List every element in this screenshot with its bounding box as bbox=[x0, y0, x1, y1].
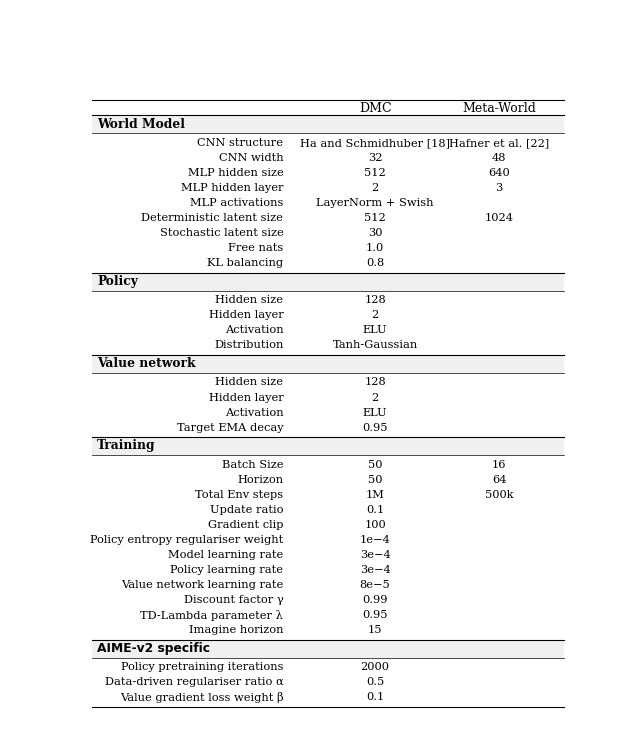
Text: 16: 16 bbox=[492, 460, 506, 469]
Text: 0.1: 0.1 bbox=[366, 505, 384, 515]
Text: Imagine horizon: Imagine horizon bbox=[189, 626, 284, 635]
Bar bbox=[92, 639, 564, 658]
Text: DMC: DMC bbox=[359, 101, 392, 115]
Text: Hidden layer: Hidden layer bbox=[209, 310, 284, 320]
Text: 2: 2 bbox=[371, 393, 379, 402]
Text: Model learning rate: Model learning rate bbox=[168, 550, 284, 560]
Text: Stochastic latent size: Stochastic latent size bbox=[159, 228, 284, 238]
Text: 100: 100 bbox=[364, 520, 386, 530]
Text: Value gradient loss weight β: Value gradient loss weight β bbox=[120, 692, 284, 703]
Text: 1.0: 1.0 bbox=[366, 243, 384, 253]
Text: Ha and Schmidhuber [18]: Ha and Schmidhuber [18] bbox=[300, 138, 450, 147]
Text: 640: 640 bbox=[488, 168, 510, 178]
Text: Policy entropy regulariser weight: Policy entropy regulariser weight bbox=[90, 535, 284, 545]
Text: Activation: Activation bbox=[225, 407, 284, 418]
Text: Discount factor γ: Discount factor γ bbox=[184, 595, 284, 605]
Text: Hidden size: Hidden size bbox=[215, 377, 284, 388]
Text: 0.8: 0.8 bbox=[366, 258, 384, 269]
Text: 2000: 2000 bbox=[360, 662, 390, 672]
Text: Tanh-Gaussian: Tanh-Gaussian bbox=[333, 340, 418, 350]
Text: TD-Lambda parameter λ: TD-Lambda parameter λ bbox=[141, 610, 284, 620]
Text: 48: 48 bbox=[492, 153, 506, 163]
Text: 0.1: 0.1 bbox=[366, 693, 384, 702]
Text: 30: 30 bbox=[368, 228, 382, 238]
Text: 3e−4: 3e−4 bbox=[360, 565, 390, 575]
Text: 128: 128 bbox=[364, 296, 386, 305]
Text: 2: 2 bbox=[371, 310, 379, 320]
Text: 512: 512 bbox=[364, 168, 386, 178]
Text: 32: 32 bbox=[368, 153, 382, 163]
Text: ELU: ELU bbox=[363, 407, 387, 418]
Text: 512: 512 bbox=[364, 213, 386, 223]
Text: 8e−5: 8e−5 bbox=[360, 580, 390, 590]
Text: ELU: ELU bbox=[363, 326, 387, 335]
Text: LayerNorm + Swish: LayerNorm + Swish bbox=[316, 198, 434, 208]
Text: Value network: Value network bbox=[97, 357, 196, 370]
Text: CNN width: CNN width bbox=[219, 153, 284, 163]
Bar bbox=[92, 272, 564, 291]
Text: Hidden layer: Hidden layer bbox=[209, 393, 284, 402]
Text: Total Env steps: Total Env steps bbox=[195, 490, 284, 500]
Text: Batch Size: Batch Size bbox=[222, 460, 284, 469]
Text: Target EMA decay: Target EMA decay bbox=[177, 423, 284, 433]
Text: Gradient clip: Gradient clip bbox=[208, 520, 284, 530]
Text: 1024: 1024 bbox=[484, 213, 514, 223]
Text: Horizon: Horizon bbox=[237, 474, 284, 485]
Bar bbox=[92, 437, 564, 455]
Text: 1e−4: 1e−4 bbox=[360, 535, 390, 545]
Text: KL balancing: KL balancing bbox=[207, 258, 284, 269]
Bar bbox=[92, 115, 564, 133]
Text: 1M: 1M bbox=[365, 490, 385, 500]
Text: Deterministic latent size: Deterministic latent size bbox=[141, 213, 284, 223]
Text: 3e−4: 3e−4 bbox=[360, 550, 390, 560]
Text: 50: 50 bbox=[368, 460, 382, 469]
Text: World Model: World Model bbox=[97, 118, 186, 131]
Text: MLP hidden layer: MLP hidden layer bbox=[181, 183, 284, 193]
Text: MLP hidden size: MLP hidden size bbox=[188, 168, 284, 178]
Text: Update ratio: Update ratio bbox=[210, 505, 284, 515]
Text: 15: 15 bbox=[368, 626, 382, 635]
Text: Data-driven regulariser ratio α: Data-driven regulariser ratio α bbox=[104, 677, 284, 688]
Text: Free nats: Free nats bbox=[228, 243, 284, 253]
Text: Hidden size: Hidden size bbox=[215, 296, 284, 305]
Bar bbox=[92, 355, 564, 373]
Text: 64: 64 bbox=[492, 474, 506, 485]
Text: Value network learning rate: Value network learning rate bbox=[121, 580, 284, 590]
Text: AIME-v2 specific: AIME-v2 specific bbox=[97, 642, 211, 655]
Text: 0.95: 0.95 bbox=[362, 610, 388, 620]
Text: Policy: Policy bbox=[97, 275, 138, 288]
Text: 0.95: 0.95 bbox=[362, 423, 388, 433]
Text: 50: 50 bbox=[368, 474, 382, 485]
Text: Policy pretraining iterations: Policy pretraining iterations bbox=[121, 662, 284, 672]
Text: 128: 128 bbox=[364, 377, 386, 388]
Text: 500k: 500k bbox=[485, 490, 513, 500]
Text: Hafner et al. [22]: Hafner et al. [22] bbox=[449, 138, 549, 147]
Text: CNN structure: CNN structure bbox=[197, 138, 284, 147]
Text: MLP activations: MLP activations bbox=[190, 198, 284, 208]
Text: Activation: Activation bbox=[225, 326, 284, 335]
Text: 0.99: 0.99 bbox=[362, 595, 388, 605]
Text: 2: 2 bbox=[371, 183, 379, 193]
Text: Policy learning rate: Policy learning rate bbox=[170, 565, 284, 575]
Text: Training: Training bbox=[97, 439, 156, 453]
Text: Meta-World: Meta-World bbox=[462, 101, 536, 115]
Text: 0.5: 0.5 bbox=[366, 677, 384, 688]
Text: 3: 3 bbox=[495, 183, 503, 193]
Text: Distribution: Distribution bbox=[214, 340, 284, 350]
